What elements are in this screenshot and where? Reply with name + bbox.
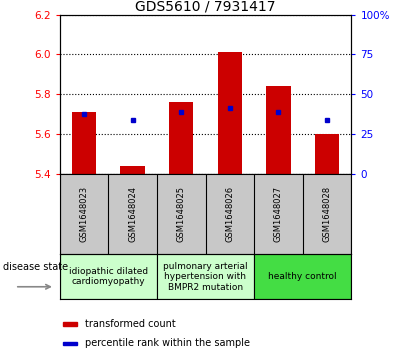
Text: GSM1648026: GSM1648026 <box>225 186 234 242</box>
Text: GSM1648023: GSM1648023 <box>79 186 88 242</box>
Text: healthy control: healthy control <box>268 272 337 281</box>
Text: transformed count: transformed count <box>85 319 176 329</box>
Bar <box>254 254 351 299</box>
Bar <box>62 322 76 326</box>
Bar <box>266 86 291 174</box>
Text: percentile rank within the sample: percentile rank within the sample <box>85 338 250 348</box>
Bar <box>62 342 76 346</box>
Bar <box>60 254 157 299</box>
Text: disease state: disease state <box>3 262 68 272</box>
Text: pulmonary arterial
hypertension with
BMPR2 mutation: pulmonary arterial hypertension with BMP… <box>163 262 248 292</box>
Bar <box>315 134 339 174</box>
Text: GSM1648025: GSM1648025 <box>177 186 186 242</box>
Bar <box>157 254 254 299</box>
Text: GSM1648024: GSM1648024 <box>128 186 137 242</box>
Bar <box>72 113 96 174</box>
Bar <box>120 166 145 174</box>
Text: idiopathic dilated
cardiomyopathy: idiopathic dilated cardiomyopathy <box>69 267 148 286</box>
Text: GSM1648027: GSM1648027 <box>274 186 283 242</box>
Text: GSM1648028: GSM1648028 <box>323 186 332 242</box>
Title: GDS5610 / 7931417: GDS5610 / 7931417 <box>135 0 276 13</box>
Bar <box>169 102 193 174</box>
Bar <box>218 53 242 174</box>
